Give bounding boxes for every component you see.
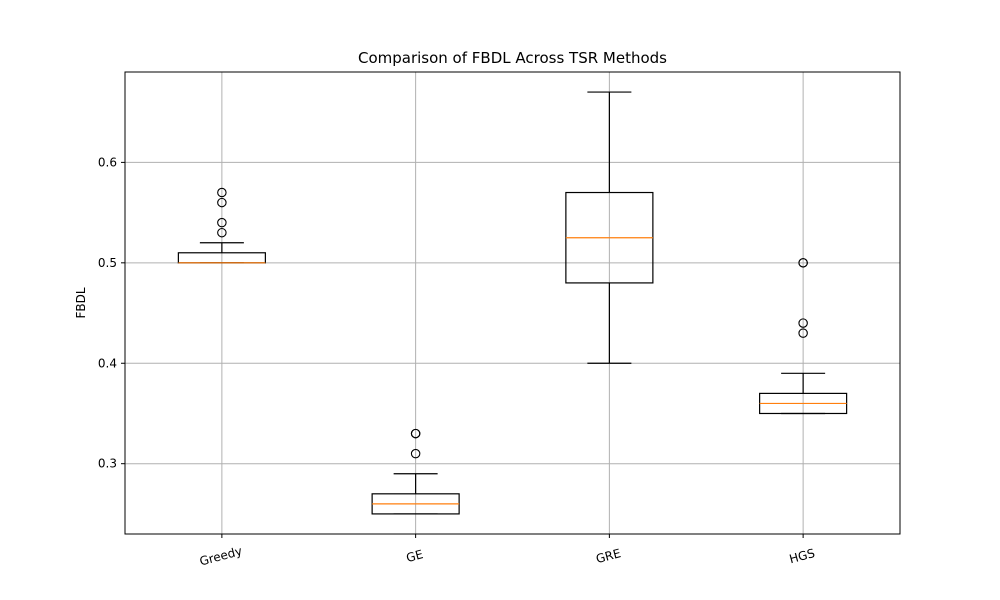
outlier-point: [217, 217, 227, 228]
box-gre: [565, 91, 654, 364]
plot-frame: [124, 71, 901, 535]
gridlines: [125, 72, 900, 534]
chart-title: Comparison of FBDL Across TSR Methods: [358, 49, 667, 67]
y-axis: 0.3 0.4 0.5 0.6: [98, 155, 125, 471]
outlier-point: [798, 258, 808, 268]
x-tick-label: Greedy: [198, 544, 244, 569]
x-tick-label: GRE: [594, 546, 622, 566]
outlier-point: [217, 227, 227, 238]
y-tick-label: 0.3: [98, 457, 117, 471]
x-tick-label: GE: [405, 547, 425, 565]
x-tick-label: HGS: [788, 546, 817, 566]
y-tick-label: 0.5: [98, 256, 117, 270]
outlier-point: [410, 448, 421, 459]
outlier-point: [798, 328, 808, 338]
box-ge: [371, 428, 460, 515]
y-tick-label: 0.4: [98, 356, 117, 370]
boxes: [177, 91, 848, 515]
outlier-point: [798, 318, 808, 328]
outlier-point: [217, 197, 227, 208]
outlier-point: [217, 187, 227, 198]
box-greedy: [177, 187, 266, 264]
box-hgs: [759, 258, 848, 415]
y-tick-label: 0.6: [98, 155, 117, 169]
y-axis-label: FBDL: [74, 287, 88, 318]
x-axis: Greedy GE GRE HGS: [198, 534, 816, 569]
outlier-point: [410, 428, 421, 439]
